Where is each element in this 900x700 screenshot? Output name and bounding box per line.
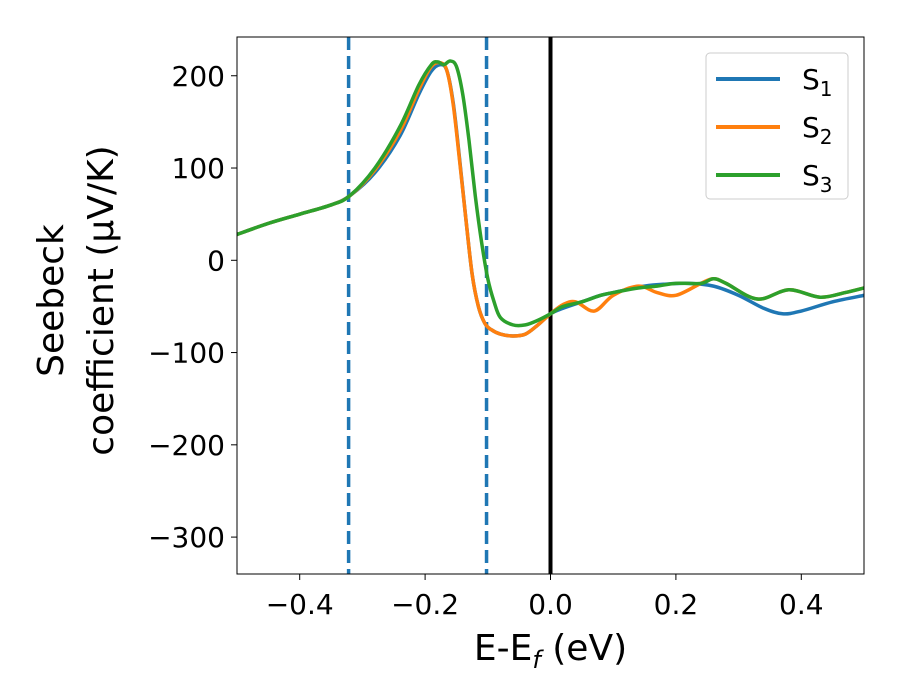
y-axis-title-line1: Seebeck	[31, 224, 72, 377]
y-axis-title-line2: coefficient (μV/K)	[81, 145, 122, 455]
x-axis: −0.4 −0.2 0.0 0.2 0.4	[266, 574, 824, 621]
y-tick-label: 100	[172, 152, 225, 185]
legend-label-s2: S2	[802, 111, 833, 149]
x-tick-label: 0.2	[654, 588, 699, 621]
reference-lines	[346, 37, 553, 574]
series-lines	[237, 59, 864, 338]
y-axis: −300 −200 −100 0 100 200	[148, 60, 237, 554]
x-axis-title-tail: (eV)	[541, 628, 627, 669]
y-axis-title: Seebeck coefficient (μV/K)	[31, 145, 122, 455]
legend-label-s3: S3	[802, 159, 833, 197]
legend: S1 S2 S3	[705, 52, 849, 200]
y-tick-label: −300	[148, 521, 225, 554]
x-axis-title: E-Ef (eV)	[474, 628, 627, 674]
y-tick-label: 0	[207, 244, 225, 277]
x-tick-label: 0.4	[779, 588, 824, 621]
series-line-s3	[237, 59, 864, 328]
x-tick-label: 0.0	[528, 588, 573, 621]
x-tick-label: −0.2	[391, 588, 459, 621]
y-tick-label: −200	[148, 429, 225, 462]
y-tick-label: −100	[148, 337, 225, 370]
x-axis-title-main: E-E	[474, 628, 532, 669]
x-tick-label: −0.4	[266, 588, 334, 621]
legend-label-s1: S1	[802, 63, 833, 101]
y-tick-label: 200	[172, 60, 225, 93]
